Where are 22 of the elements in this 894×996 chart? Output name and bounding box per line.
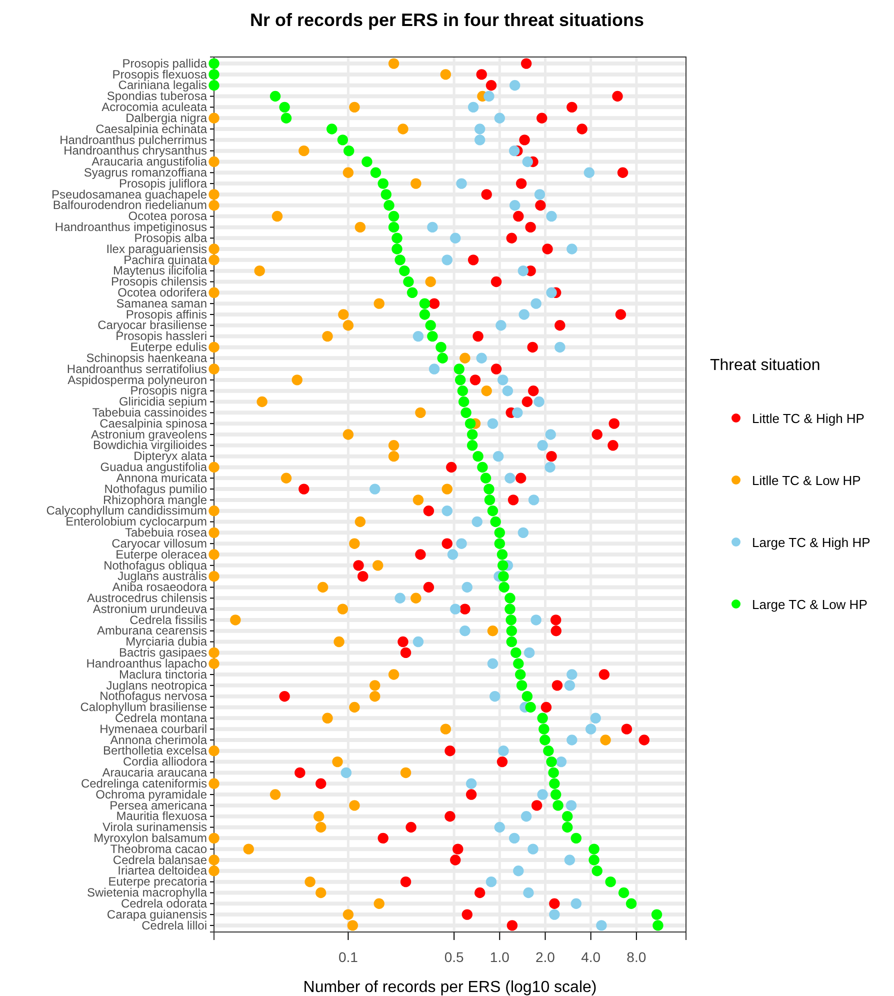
x-tick-label: 4.0: [581, 948, 601, 965]
chart-title: Nr of records per ERS in four threat situations: [250, 10, 644, 30]
y-tick-label: Juglans neotropica: [106, 678, 208, 692]
x-tick-label: 2.0: [536, 948, 556, 965]
x-tick-label: 0.1: [338, 948, 358, 965]
x-tick-label: 8.0: [626, 948, 646, 965]
x-axis-title: Number of records per ERS (log10 scale): [303, 979, 597, 996]
y-tick-label: Carapa guianensis: [106, 907, 207, 922]
legend-label: Litlle TC & Low HP: [752, 473, 861, 488]
x-tick-label: 0.5: [444, 948, 464, 965]
legend-label: Large TC & Low HP: [752, 597, 868, 612]
y-tick-label: Prosopis juliflora: [118, 176, 208, 190]
y-tick-label: Caryocar villosum: [112, 536, 207, 550]
y-tick-label: Nothofagus pumilio: [104, 482, 208, 496]
y-tick-label: Euterpe edulis: [130, 340, 207, 354]
legend-title: Threat situation: [710, 357, 820, 374]
y-tick-label: Aspidosperma polyneuron: [68, 372, 207, 387]
y-tick-label: Hymenaea courbaril: [100, 722, 207, 736]
x-tick-label: 1.0: [490, 948, 510, 965]
legend-label: Little TC & High HP: [752, 411, 864, 426]
y-tick-label: Prosopis pallida: [122, 56, 208, 70]
legend-label: Large TC & High HP: [752, 535, 870, 550]
